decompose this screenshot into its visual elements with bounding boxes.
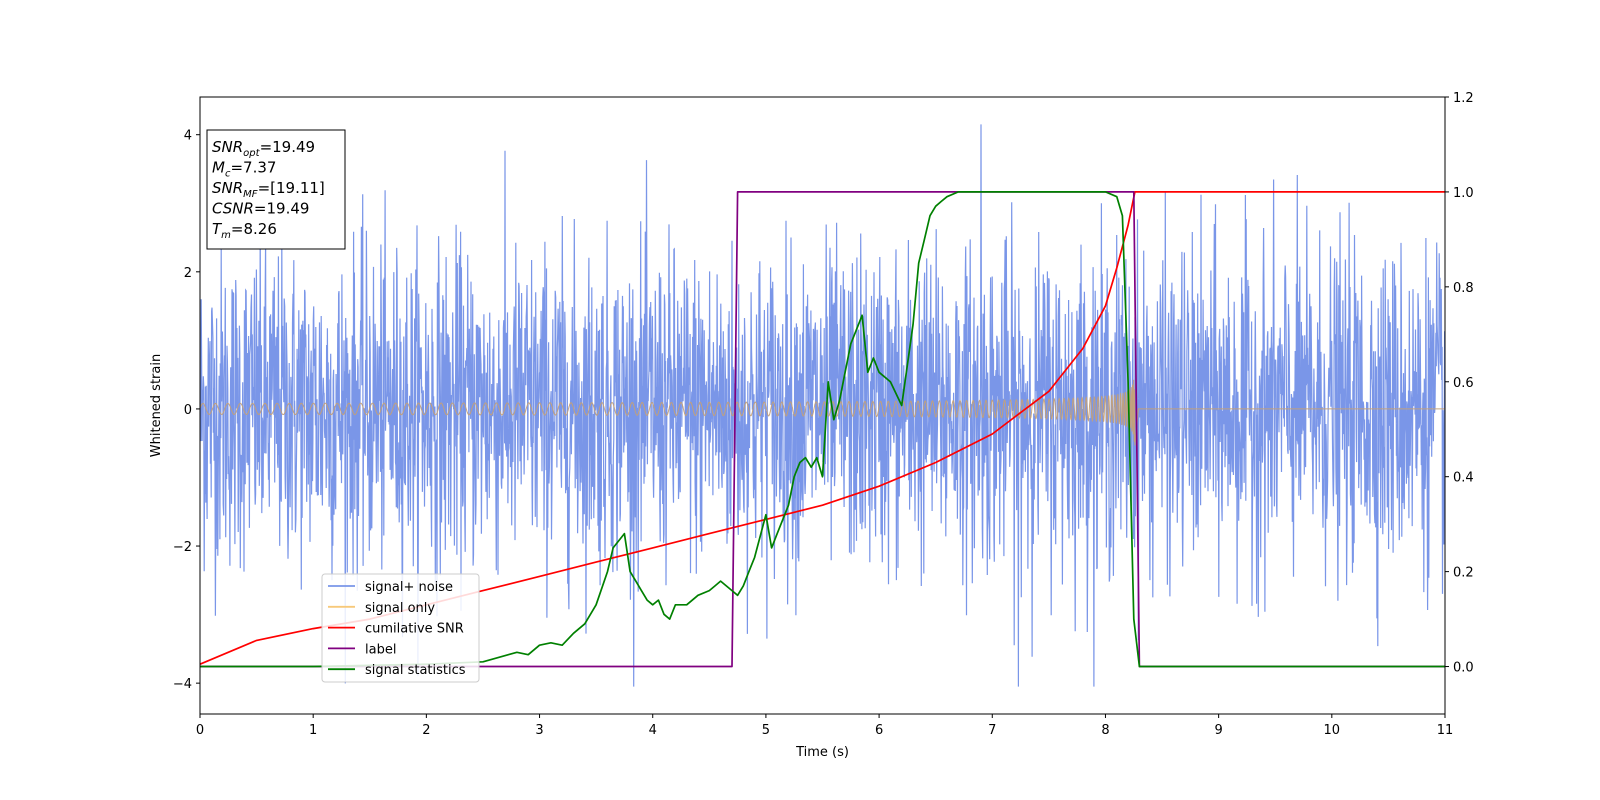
y-right-tick-label: 0.2 [1453, 566, 1474, 581]
info-box: SNRopt=19.49Mc=7.37SNRMF=[19.11]CSNR=19.… [206, 129, 346, 250]
x-tick-label: 3 [535, 723, 543, 738]
y-right-tick-label: 0.8 [1453, 281, 1474, 296]
info-line: CSNR=19.49 [212, 200, 309, 218]
info-box-frame [206, 129, 346, 250]
series-signal-only [200, 379, 1445, 446]
x-tick-label: 4 [649, 723, 657, 738]
x-tick-label: 9 [1214, 723, 1222, 738]
info-line: SNRMF=[19.11] [212, 179, 325, 200]
legend-label: cumilative SNR [365, 622, 464, 637]
x-tick-label: 6 [875, 723, 883, 738]
y-left-tick-label: 2 [184, 266, 192, 281]
series-signal-noise [200, 124, 1445, 687]
y-right-tick-label: 0.4 [1453, 471, 1474, 486]
x-axis-label: Time (s) [795, 745, 849, 760]
axes-layer: 0 1 2 3 4 5 6 7 8 9 10 11 −4 −2 0 2 4 0.0 0.2 0.4 0.6 0.8 1.0 1… [149, 91, 1474, 760]
plot-frame [199, 96, 1446, 715]
legend-label: signal only [365, 601, 435, 616]
legend-label: signal statistics [365, 663, 466, 678]
y-left-tick-label: −4 [173, 677, 192, 692]
y-right-tick-label: 1.2 [1453, 91, 1474, 106]
x-tick-label: 5 [762, 723, 770, 738]
y-right-tick-label: 0.6 [1453, 376, 1474, 391]
info-line: Mc=7.37 [212, 159, 276, 180]
legend-label: signal+ noise [365, 580, 453, 595]
y-left-tick-label: 0 [184, 403, 192, 418]
x-tick-label: 2 [422, 723, 430, 738]
legend: signal+ noise signal only cumilative SNR la… [321, 573, 480, 683]
x-tick-label: 11 [1437, 723, 1454, 738]
info-line: SNRopt=19.49 [212, 138, 315, 159]
x-tick-label: 10 [1324, 723, 1341, 738]
x-tick-label: 1 [309, 723, 317, 738]
legend-frame [321, 573, 480, 683]
y-right-tick-label: 0.0 [1453, 661, 1474, 676]
y-left-tick-label: −2 [173, 540, 192, 555]
x-tick-label: 0 [196, 723, 204, 738]
x-tick-label: 7 [988, 723, 996, 738]
series-signal-statistics [200, 191, 1445, 668]
y-right-tick-label: 1.0 [1453, 186, 1474, 201]
x-tick-label: 8 [1101, 723, 1109, 738]
legend-label: label [365, 642, 396, 657]
y-left-tick-label: 4 [184, 129, 192, 144]
y-axis-label: Whitened strain [149, 354, 164, 457]
info-line: Tm=8.26 [212, 220, 277, 241]
